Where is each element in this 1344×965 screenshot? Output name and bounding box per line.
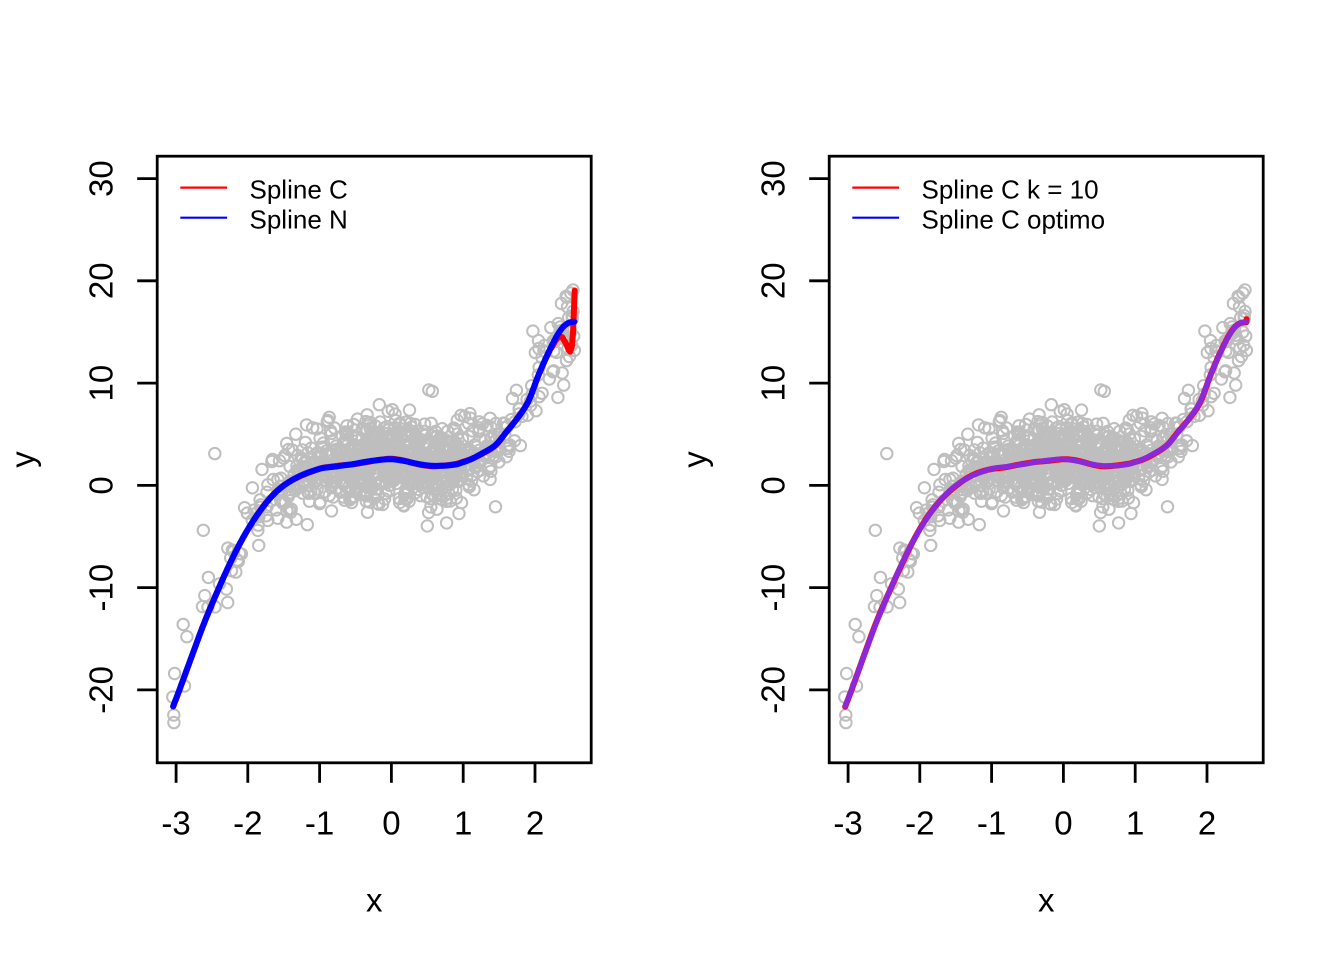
svg-text:-3: -3 [161, 805, 190, 842]
svg-text:Spline C: Spline C [250, 174, 348, 204]
svg-text:Spline N: Spline N [250, 204, 348, 234]
svg-text:Spline C optimo: Spline C optimo [922, 204, 1106, 234]
svg-text:30: 30 [755, 160, 792, 197]
svg-text:x: x [1038, 882, 1055, 919]
svg-text:0: 0 [382, 805, 400, 842]
svg-text:10: 10 [83, 365, 120, 402]
svg-text:Spline C k = 10: Spline C k = 10 [922, 174, 1099, 204]
svg-text:10: 10 [755, 365, 792, 402]
svg-text:-10: -10 [755, 564, 792, 612]
svg-text:x: x [366, 882, 383, 919]
svg-text:-2: -2 [233, 805, 262, 842]
svg-text:-1: -1 [977, 805, 1006, 842]
svg-text:2: 2 [526, 805, 544, 842]
svg-text:0: 0 [755, 476, 792, 494]
svg-text:-3: -3 [833, 805, 862, 842]
svg-text:2: 2 [1198, 805, 1216, 842]
svg-text:0: 0 [83, 476, 120, 494]
svg-text:20: 20 [83, 262, 120, 299]
svg-text:30: 30 [83, 160, 120, 197]
svg-text:y: y [4, 451, 41, 468]
svg-text:-20: -20 [755, 666, 792, 714]
svg-text:-2: -2 [905, 805, 934, 842]
svg-text:1: 1 [1126, 805, 1144, 842]
svg-text:20: 20 [755, 262, 792, 299]
svg-text:-1: -1 [305, 805, 334, 842]
svg-text:1: 1 [454, 805, 472, 842]
svg-text:-10: -10 [83, 564, 120, 612]
svg-text:-20: -20 [83, 666, 120, 714]
svg-text:y: y [676, 451, 713, 468]
svg-text:0: 0 [1054, 805, 1072, 842]
